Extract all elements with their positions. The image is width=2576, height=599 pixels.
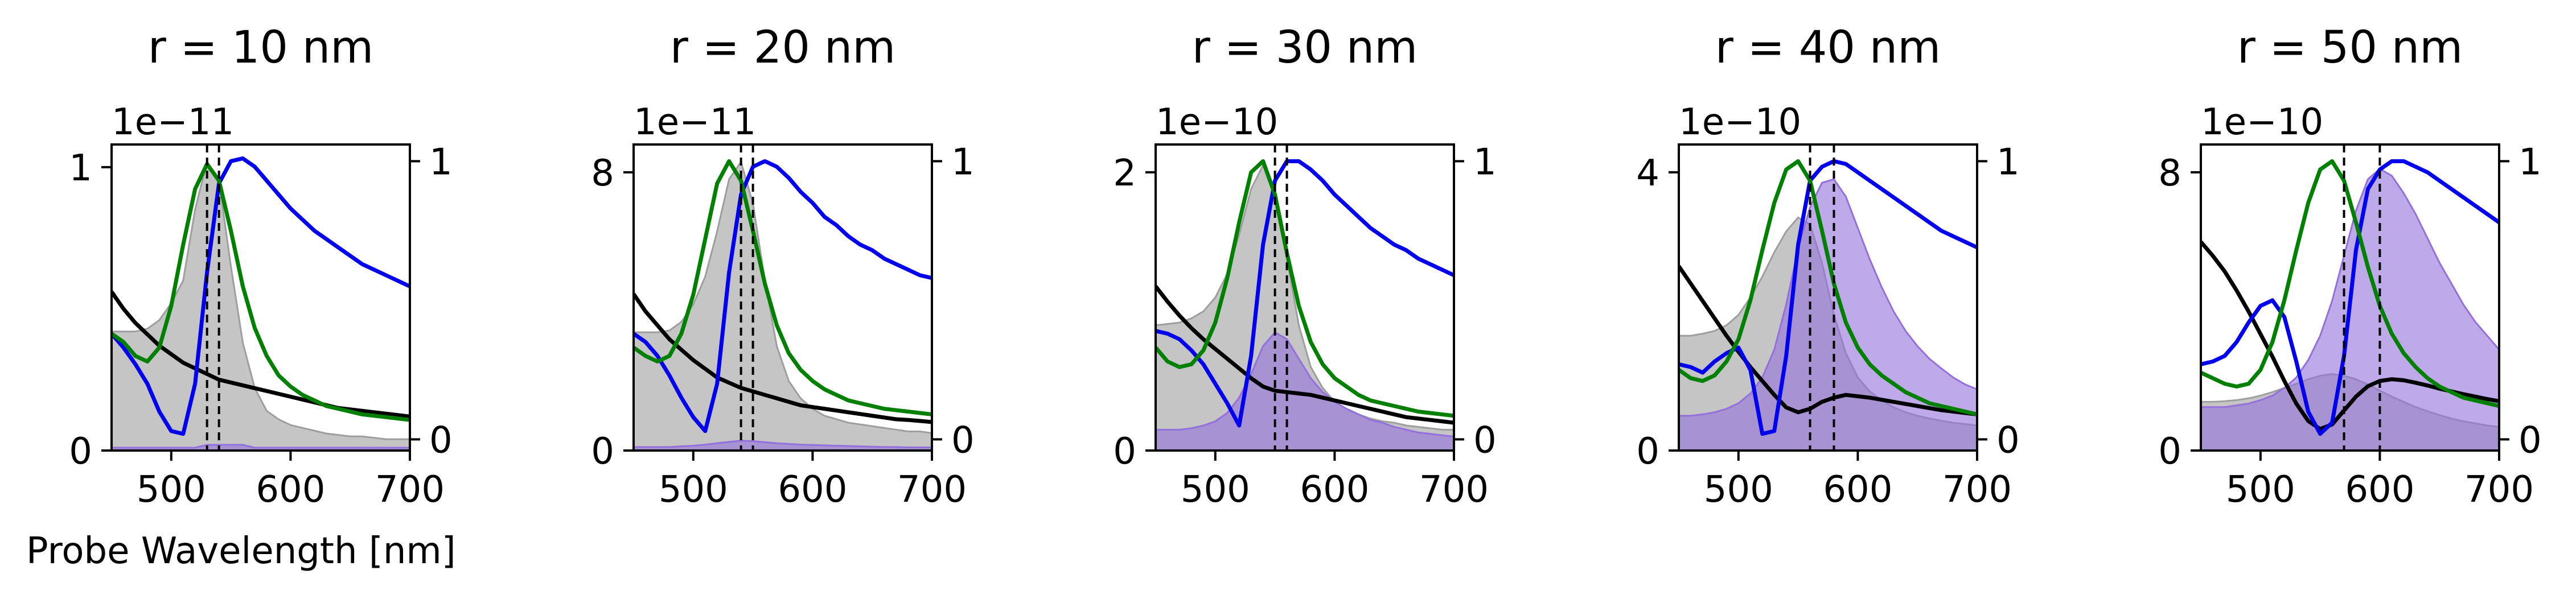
y-tick-label-right: 1 (951, 141, 975, 183)
x-tick-label: 600 (1300, 469, 1369, 511)
panel-4: 500 600 700 0 4 0 1 1e−10 r = 40 nm (1636, 22, 2019, 511)
panel-title: r = 40 nm (1715, 22, 1941, 73)
x-tick-label: 600 (2345, 469, 2414, 511)
x-tick-label: 700 (2464, 469, 2534, 511)
y-offset-label: 1e−10 (2201, 101, 2323, 143)
series-fill-1 (634, 160, 932, 451)
series-line-5 (1156, 159, 1454, 418)
panel-3: 500 600 700 0 2 0 1 1e−10 r = 30 nm (1113, 22, 1496, 511)
y-tick-label-left: 0 (69, 431, 92, 473)
panel-5: 500 600 700 0 8 0 1 1e−10 r = 50 nm (2158, 22, 2541, 511)
plot-frame (1155, 143, 1455, 452)
panel-title: r = 10 nm (148, 22, 373, 73)
y-tick-label-right: 0 (1996, 419, 2020, 461)
panel-title: r = 50 nm (2237, 22, 2463, 73)
series-line-4 (1156, 159, 1454, 428)
series-line-3 (1679, 265, 1977, 416)
y-tick-label-left: 0 (2158, 431, 2181, 473)
series-fill-2 (1156, 331, 1454, 451)
panel-title: r = 20 nm (670, 22, 895, 73)
panels: 500 600 700 0 1 0 1 1e−11 r = 10 nm 500 600 700 0 8 0 1… (69, 22, 2541, 511)
y-offset-label: 1e−11 (112, 101, 234, 143)
y-offset-label: 1e−10 (1679, 101, 1801, 143)
plot-area (1156, 144, 1454, 451)
y-tick-label-left: 1 (69, 147, 92, 189)
y-tick-label-right: 1 (1473, 141, 1497, 183)
x-tick-label: 500 (659, 469, 728, 511)
series-line-5 (2201, 159, 2499, 408)
series-line-5 (112, 162, 410, 422)
x-tick-label: 600 (256, 469, 325, 511)
y-tick-label-left: 0 (1636, 431, 1659, 473)
x-tick-label: 500 (1704, 469, 1773, 511)
series-fill-2 (112, 444, 410, 451)
plot-frame (2200, 143, 2500, 452)
y-tick-label-right: 1 (429, 141, 453, 183)
plot-area (634, 144, 932, 451)
series-line-4 (634, 159, 932, 433)
series-line-3 (634, 292, 932, 424)
plot-frame (632, 143, 933, 452)
panel-title: r = 30 nm (1192, 22, 1418, 73)
series-line-4 (2201, 159, 2499, 436)
y-tick-label-right: 0 (1473, 419, 1497, 461)
series-line-5 (634, 159, 932, 416)
x-tick-label: 600 (1823, 469, 1892, 511)
series-fill-1 (1156, 163, 1454, 451)
x-tick-label: 700 (897, 469, 967, 511)
series-line-4 (112, 156, 410, 436)
y-tick-label-left: 2 (1113, 152, 1136, 195)
y-tick-label-right: 0 (429, 419, 453, 461)
plot-area (112, 144, 410, 451)
y-tick-label-left: 8 (591, 152, 614, 195)
y-tick-label-right: 1 (1996, 141, 2020, 183)
plot-area (1679, 144, 1977, 451)
y-tick-label-left: 4 (1636, 152, 1659, 195)
panel-2: 500 600 700 0 8 0 1 1e−11 r = 20 nm (591, 22, 974, 511)
series-fill-1 (112, 159, 410, 451)
series-line-4 (1679, 159, 1977, 436)
x-tick-label: 700 (375, 469, 445, 511)
plot-frame (1678, 143, 1978, 452)
x-tick-label: 600 (778, 469, 847, 511)
series-fill-2 (634, 440, 932, 451)
x-axis-label: Probe Wavelength [nm] (26, 530, 456, 572)
series-line-5 (1679, 159, 1977, 416)
series-fill-2 (1679, 178, 1977, 451)
x-tick-label: 500 (137, 469, 206, 511)
y-tick-label-left: 0 (1113, 431, 1136, 473)
y-tick-label-right: 1 (2519, 141, 2542, 183)
y-tick-label-left: 8 (2158, 152, 2181, 195)
y-offset-label: 1e−11 (634, 101, 756, 143)
x-tick-label: 700 (1942, 469, 2012, 511)
x-tick-label: 500 (1181, 469, 1250, 511)
y-offset-label: 1e−10 (1156, 101, 1278, 143)
x-tick-label: 500 (2226, 469, 2295, 511)
x-tick-label: 700 (1419, 469, 1489, 511)
panel-1: 500 600 700 0 1 0 1 1e−11 r = 10 nm (69, 22, 452, 511)
plot-area (2201, 144, 2499, 451)
y-tick-label-left: 0 (591, 431, 614, 473)
y-tick-label-right: 0 (2519, 419, 2542, 461)
plot-frame (110, 143, 411, 452)
y-tick-label-right: 0 (951, 419, 975, 461)
